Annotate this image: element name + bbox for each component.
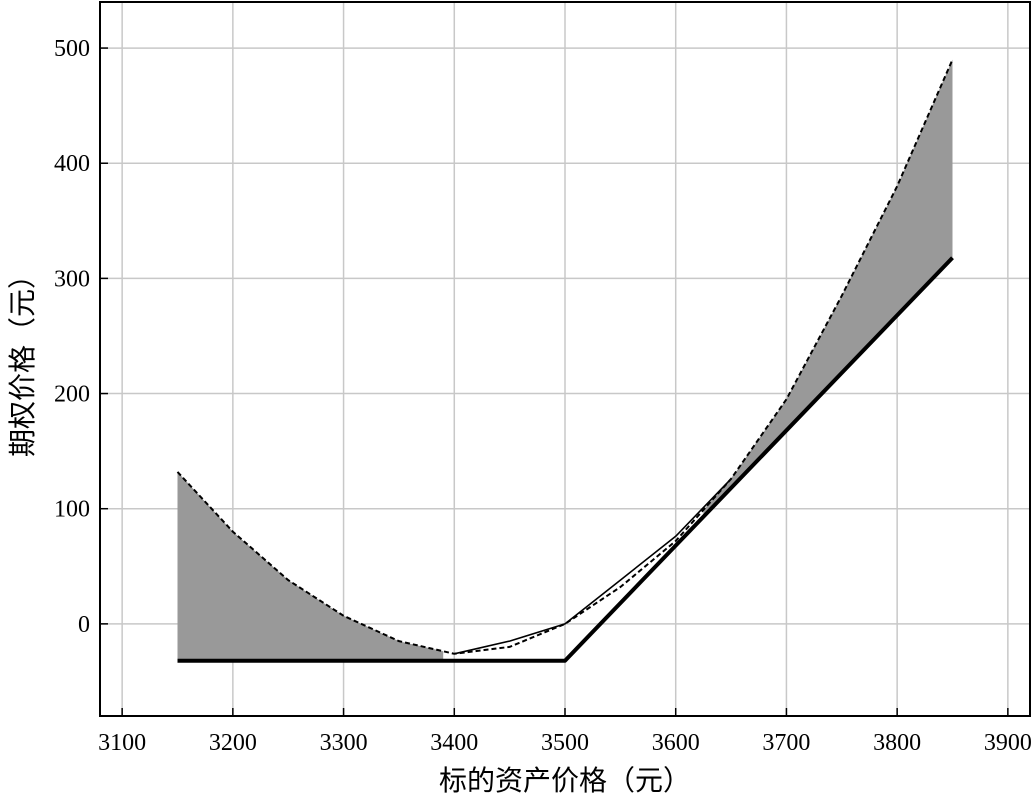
y-axis-title: 期权价格（元） [6,261,39,457]
y-tick-label: 200 [54,382,90,408]
shaded-region [703,59,953,517]
shaded-region [177,471,444,661]
y-tick-label: 500 [54,36,90,62]
axis-ticks: 3100 3200 3300 3400 3500 3600 3700 3800 3900 0 100… [54,36,1032,756]
series-dashed [176,59,954,655]
y-tick-label: 300 [54,266,90,292]
series-solid-thin [454,478,732,655]
series-lines [176,59,954,663]
x-tick-label: 3500 [541,730,589,756]
shaded-regions [177,59,953,661]
x-tick-label: 3800 [873,730,921,756]
series-solid-thick [177,256,954,663]
x-tick-label: 3200 [209,730,257,756]
x-tick-label: 3400 [430,730,478,756]
y-tick-label: 400 [54,151,90,177]
x-tick-label: 3700 [762,730,810,756]
y-tick-label: 0 [78,612,90,638]
y-tick-label: 100 [54,497,90,523]
x-tick-label: 3300 [320,730,368,756]
x-tick-label: 3900 [984,730,1032,756]
x-tick-label: 3600 [652,730,700,756]
x-tick-label: 3100 [98,730,146,756]
x-axis-title: 标的资产价格（元） [439,764,691,796]
